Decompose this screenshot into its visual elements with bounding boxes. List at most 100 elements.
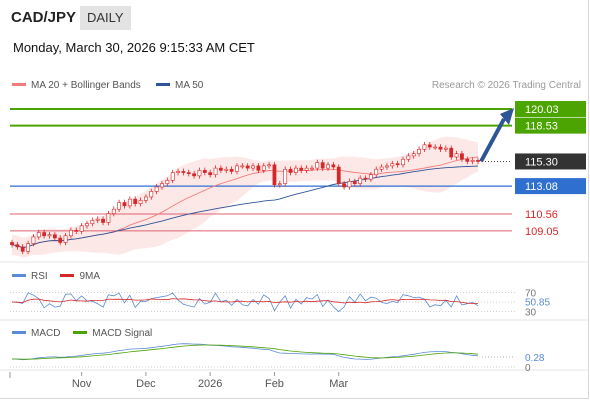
candle-body: [352, 181, 357, 184]
candle-body: [368, 174, 373, 180]
candle-body: [470, 160, 475, 162]
candle-body: [58, 237, 63, 243]
candle-body: [347, 181, 352, 188]
rsi-legend-swatch: [12, 273, 26, 277]
candle-body: [138, 200, 143, 204]
candle-body: [331, 164, 336, 168]
macd-signal-line: [12, 344, 479, 360]
macd-signal-legend-swatch: [73, 330, 88, 334]
candle-body: [326, 164, 330, 169]
rsi-legend: RSI 9MA: [12, 271, 100, 282]
candle-body: [267, 164, 272, 167]
candle-body: [85, 223, 89, 227]
candle-body: [122, 202, 127, 207]
candle-body: [181, 171, 186, 173]
candle-body: [127, 198, 132, 207]
legend-ma20-label: MA 20 + Bollinger Bands: [31, 80, 141, 91]
candle-body: [160, 183, 164, 188]
candle-body: [390, 163, 395, 167]
candle-body: [342, 183, 346, 188]
projection-arrow-head: [500, 107, 514, 125]
projection-arrow-shaft: [479, 118, 506, 163]
level-tag-113.08: [515, 178, 586, 195]
candle-body: [74, 229, 79, 232]
rsi-value-label: 50.85: [525, 298, 550, 309]
level-tag-115.30: [515, 153, 586, 170]
candle-body: [154, 186, 159, 192]
legend-ma50: MA 50: [156, 80, 203, 91]
candle-body: [42, 232, 47, 237]
candle-body: [358, 177, 363, 184]
rsi-ma-line: [11, 298, 479, 304]
macd-legend-label: MACD: [31, 328, 61, 339]
candle-body: [395, 163, 400, 166]
candle-body: [374, 168, 379, 176]
candle-body: [310, 167, 314, 170]
candle-body: [15, 244, 20, 248]
macd-signal-legend-label: MACD Signal: [92, 328, 153, 339]
candle-body: [277, 183, 282, 186]
candle-body: [401, 158, 405, 166]
level-label-113.08: 113.08: [525, 181, 558, 193]
pair-title: CAD/JPY: [11, 9, 77, 26]
candle-body: [197, 170, 202, 177]
candle-body: [240, 165, 245, 168]
candle-body: [417, 148, 421, 154]
candle-body: [79, 225, 84, 232]
legend-ma20: MA 20 + Bollinger Bands: [12, 80, 141, 91]
candle-body: [315, 162, 320, 169]
candle-body: [101, 218, 105, 223]
candle-body: [218, 167, 223, 171]
candle-body: [149, 191, 154, 198]
candle-body: [256, 165, 261, 171]
candle-body: [454, 153, 459, 158]
candle-body: [20, 246, 25, 252]
candle-body: [144, 196, 148, 201]
candle-body: [106, 213, 111, 223]
candle-body: [63, 235, 68, 243]
candle-body: [186, 172, 191, 174]
ma50-line: [11, 165, 479, 249]
macd-legend-swatch: [12, 330, 26, 334]
candle-body: [288, 168, 293, 173]
candle-body: [363, 177, 368, 180]
candle-body: [117, 202, 122, 210]
candle-body: [229, 168, 234, 172]
candle-body: [224, 168, 229, 171]
candle-body: [208, 172, 213, 176]
candle-body: [245, 165, 250, 169]
candle-body: [165, 180, 170, 184]
timeframe-button[interactable]: DAILY: [80, 6, 131, 30]
legend-ma20-swatch: [12, 82, 26, 86]
rsi-ma-legend-label: 9MA: [79, 271, 101, 282]
candle-body: [411, 153, 416, 157]
date-time: Monday, March 30, 2026 9:15:33 AM CET: [13, 40, 255, 55]
candle-body: [385, 165, 389, 168]
candle-body: [272, 164, 277, 186]
candle-body: [90, 219, 95, 224]
candle-body: [95, 218, 100, 221]
candle-body: [47, 234, 52, 237]
level-label-110.56: 110.56: [525, 209, 558, 221]
candle-body: [69, 229, 73, 237]
candle-body: [433, 146, 438, 149]
candle-body: [460, 153, 464, 160]
candle-body: [111, 208, 116, 214]
x-axis-label-2026: 2026: [198, 378, 222, 390]
level-tag-118.53: [515, 117, 586, 134]
level-label-109.05: 109.05: [525, 226, 559, 238]
candle-body: [320, 162, 325, 169]
candle-body: [213, 167, 218, 176]
candle-body: [26, 243, 30, 252]
candle-body: [170, 172, 175, 181]
credit-text: Research © 2026 Trading Central: [431, 80, 581, 91]
candle-body: [476, 160, 480, 162]
candle-body: [261, 165, 266, 171]
rsi-legend-label: RSI: [31, 271, 48, 282]
candle-body: [192, 173, 197, 177]
x-axis-label-Dec: Dec: [136, 378, 156, 390]
legend-ma50-label: MA 50: [175, 80, 204, 91]
macd-value-label: 0.28: [525, 353, 545, 364]
candle-body: [10, 242, 14, 245]
